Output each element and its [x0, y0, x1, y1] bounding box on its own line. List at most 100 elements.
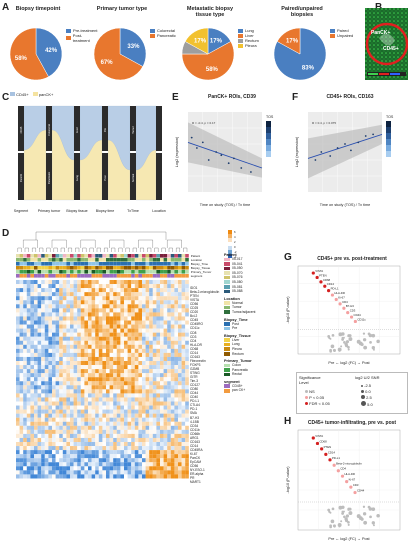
heatmap-cell: [91, 409, 96, 414]
heatmap-cell: [152, 340, 157, 345]
heatmap-cell: [109, 316, 114, 321]
heatmap-cell: [106, 300, 110, 305]
heatmap-cell: [170, 304, 175, 309]
heatmap-cell: [131, 304, 135, 309]
heatmap-cell: [41, 429, 45, 434]
heatmap-cell: [98, 284, 103, 289]
heatmap-cell: [98, 332, 103, 337]
heatmap-cell: [48, 401, 53, 406]
heatmap-cell: [52, 320, 56, 325]
heatmap-cell: [19, 344, 24, 349]
heatmap-cell: [116, 421, 121, 426]
heatmap-cell: [149, 401, 153, 406]
heatmap-cell: [23, 320, 27, 325]
annotation-cell: [138, 258, 142, 262]
heatmap-cell: [138, 308, 143, 313]
gene-label: EpCAM: [190, 460, 201, 465]
heatmap-cell: [98, 365, 103, 370]
heatmap-cell: [174, 470, 179, 475]
heatmap-cell: [66, 361, 71, 366]
heatmap-cell: [26, 344, 31, 349]
heatmap-cell: [16, 389, 20, 394]
gene-labels: IDO1 Beta-2-microglobulin PTEN VISTA CD56 CD2…: [190, 286, 219, 484]
heatmap-cell: [170, 284, 175, 289]
heatmap-cell: [30, 462, 35, 467]
heatmap-cell: [152, 352, 157, 357]
heatmap-cell: [185, 336, 189, 341]
heatmap-cell: [124, 312, 128, 317]
heatmap-cell: [181, 304, 186, 309]
heatmap-cell: [138, 389, 143, 394]
heatmap-cell: [156, 280, 161, 285]
heatmap-cell: [73, 397, 78, 402]
heatmap-cell: [52, 454, 56, 459]
heatmap-cell: [102, 462, 107, 467]
annotation-cell: [44, 266, 49, 270]
heatmap-cell: [84, 300, 89, 305]
heatmap-cell: [37, 292, 42, 297]
heatmap-cell: [113, 389, 117, 394]
heatmap-cell: [160, 344, 164, 349]
heatmap-cell: [185, 288, 189, 293]
heatmap-cell: [102, 336, 107, 341]
heatmap-cell: [44, 369, 49, 374]
heatmap-cell: [149, 377, 153, 382]
heatmap-cell: [19, 320, 24, 325]
heatmap-cell: [48, 409, 53, 414]
heatmap-cell: [152, 474, 157, 479]
annotation-cell: [66, 266, 70, 270]
heatmap-cell: [116, 462, 121, 467]
annotation-cell: [52, 274, 56, 278]
volcano-label: CD44: [354, 313, 362, 317]
heatmap-cell: [181, 292, 186, 297]
heatmap-cell: [73, 405, 78, 410]
heatmap-cell: [62, 429, 67, 434]
panel-c-legend: CD45+ panCK+: [10, 92, 53, 97]
heatmap-cell: [109, 417, 114, 422]
heatmap-cell: [44, 454, 49, 459]
heatmap-cell: [59, 397, 63, 402]
heatmap-cell: [26, 336, 31, 341]
heatmap-cell: [138, 466, 143, 471]
heatmap-cell: [55, 292, 60, 297]
legend-entry: 05-076: [224, 275, 280, 280]
heatmap-cell: [131, 300, 135, 305]
heatmap-cell: [59, 352, 63, 357]
heatmap-cell: [23, 437, 27, 443]
heatmap-cell: [167, 296, 171, 301]
heatmap-cell: [185, 381, 189, 386]
heatmap-cell: [174, 328, 179, 333]
heatmap-cell: [160, 397, 164, 402]
heatmap-cell: [109, 437, 114, 443]
volcano-label: PTEN: [324, 445, 331, 449]
heatmap-cell: [152, 381, 157, 386]
heatmap-cell: [113, 409, 117, 414]
heatmap-cell: [26, 462, 31, 467]
heatmap-cell: [80, 284, 85, 289]
heatmap-cell: [37, 446, 42, 451]
heatmap-cell: [30, 308, 35, 313]
heatmap-cell: [41, 352, 45, 357]
heatmap-cell: [91, 385, 96, 390]
heatmap-cell: [98, 450, 103, 455]
pie-label: 17%: [210, 39, 223, 45]
heatmap-cell: [95, 336, 99, 341]
heatmap-cell: [181, 344, 186, 349]
heatmap-cell: [30, 284, 35, 289]
annotation-cell: [52, 270, 56, 274]
heatmap-cell: [16, 421, 20, 426]
heatmap-cell: [113, 356, 117, 362]
heatmap-cell: [95, 344, 99, 349]
heatmap-cell: [44, 292, 49, 297]
annotation-cell: [134, 266, 139, 270]
heatmap-cell: [62, 425, 67, 430]
heatmap-cell: [163, 450, 168, 455]
heatmap-cell: [91, 308, 96, 313]
heatmap-cell: [120, 413, 125, 418]
heatmap-cell: [167, 462, 171, 467]
heatmap-cell: [88, 450, 92, 455]
heatmap-cell: [134, 385, 139, 390]
heatmap-cell: [91, 446, 96, 451]
heatmap-cell: [113, 292, 117, 297]
stratum-label: Pre: [103, 127, 107, 132]
